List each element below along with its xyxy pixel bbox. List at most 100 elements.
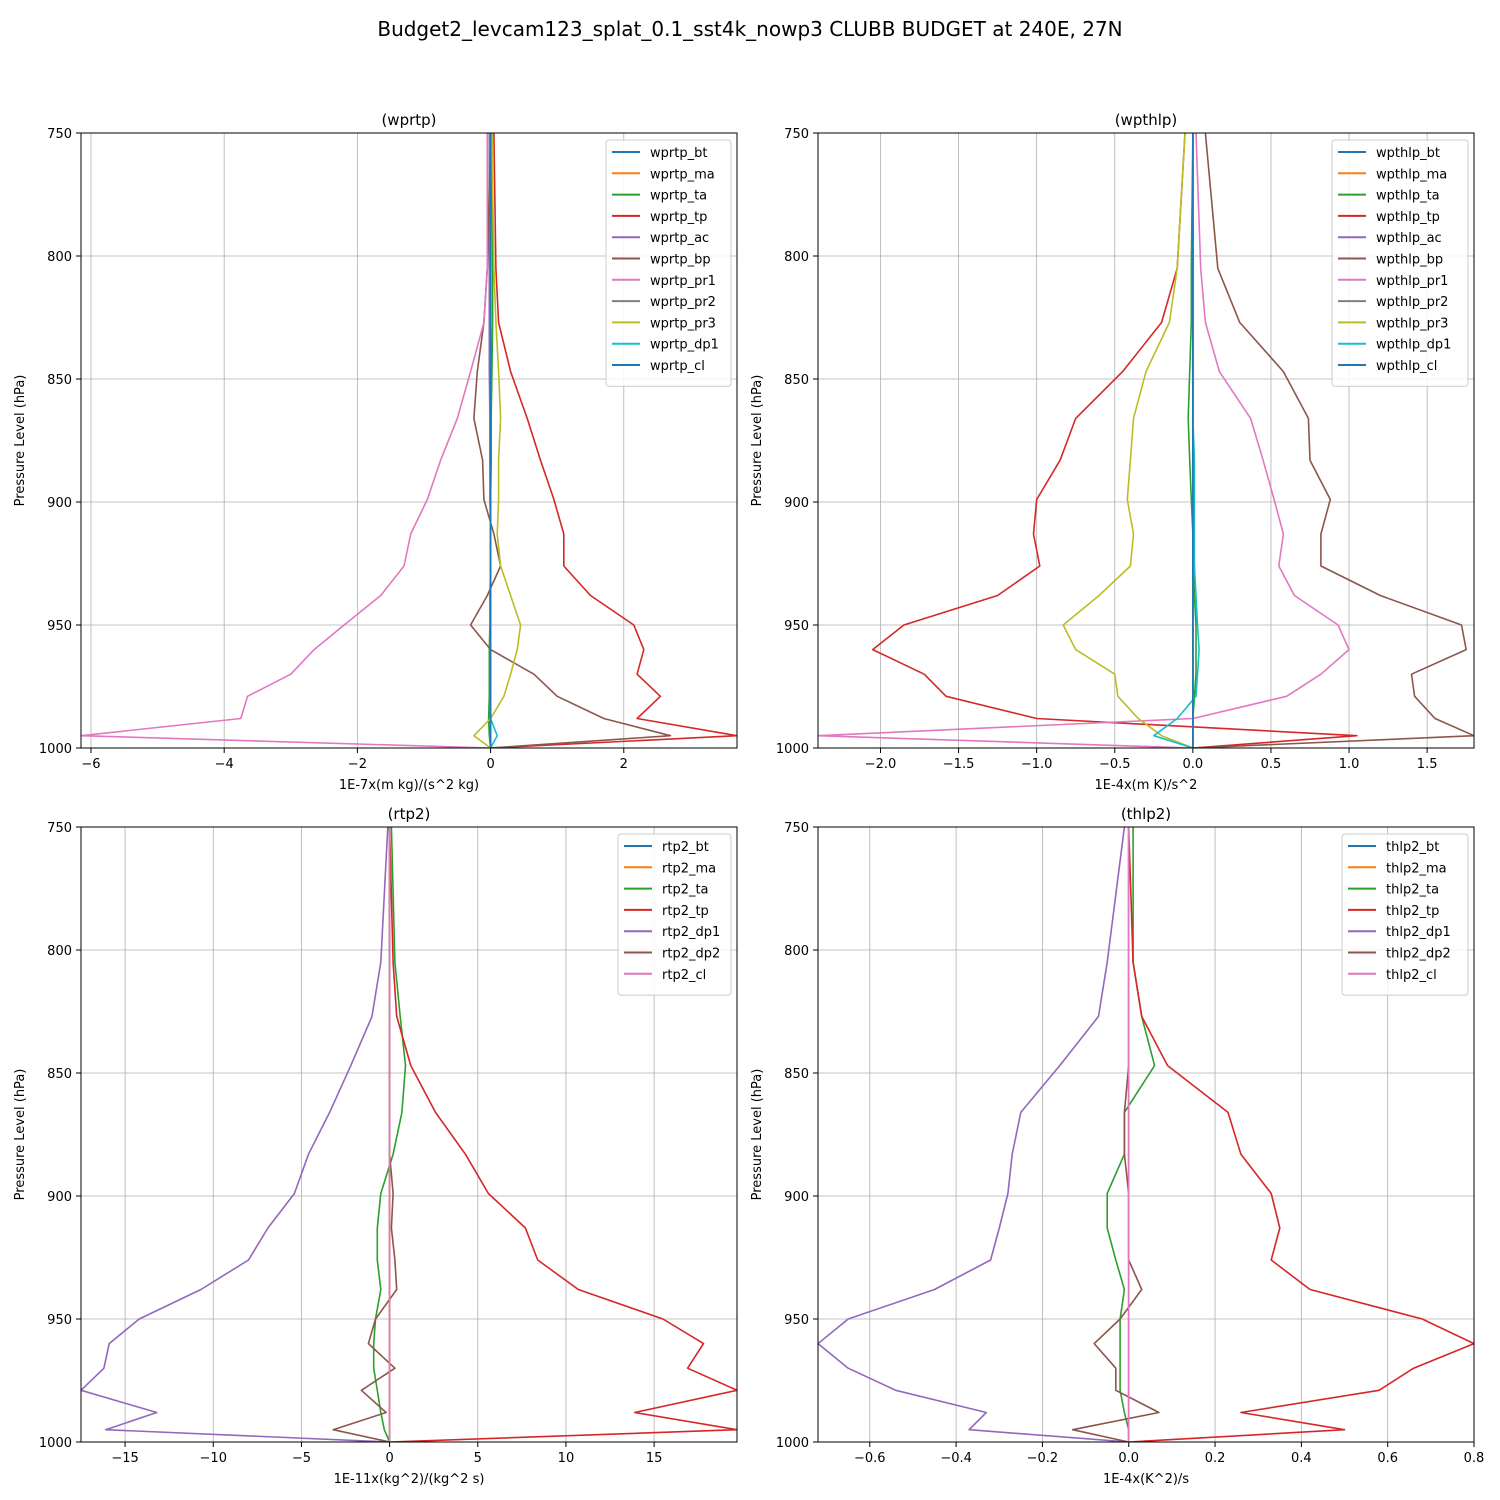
plot-frame xyxy=(80,826,738,1443)
y-tick-label: 900 xyxy=(47,496,72,511)
y-tick-label: 900 xyxy=(784,496,809,511)
series-group xyxy=(81,133,737,748)
series-line-thlp2_dp1 xyxy=(818,827,1129,1442)
y-tick-label: 750 xyxy=(784,127,809,142)
x-tick-label: 15 xyxy=(646,1451,663,1466)
legend-entry: wprtp_ac xyxy=(650,231,709,246)
x-tick-label: −2.0 xyxy=(865,757,897,772)
legend-entry: wpthlp_tp xyxy=(1376,210,1440,225)
series-line-thlp2_tp xyxy=(1127,827,1474,1442)
legend: rtp2_bt rtp2_ma rtp2_ta rtp2_tp rtp2_dp1 rtp2… xyxy=(617,833,732,996)
y-tick-label: 850 xyxy=(47,373,72,388)
legend: wprtp_bt wprtp_ma wprtp_ta wprtp_tp wprtp_ac… xyxy=(605,139,732,387)
legend-entry: wpthlp_pr2 xyxy=(1376,295,1448,310)
y-axis-label: Pressure Level (hPa) xyxy=(750,1069,765,1201)
panel-title: (thlp2) xyxy=(1121,805,1171,823)
legend-entry: thlp2_ma xyxy=(1386,861,1447,876)
legend-frame xyxy=(1341,833,1469,996)
legend-entry: thlp2_tp xyxy=(1386,904,1439,919)
legend-entry: wpthlp_ma xyxy=(1376,167,1447,182)
x-tick-label: 10 xyxy=(558,1451,575,1466)
x-tick-label: 1.0 xyxy=(1339,757,1360,772)
y-tick-label: 1000 xyxy=(776,742,809,757)
series-line-wpthlp_pr1 xyxy=(818,133,1350,748)
y-tick-label: 850 xyxy=(784,373,809,388)
panel-title: (wpthlp) xyxy=(1115,111,1178,129)
panel-title: (wprtp) xyxy=(381,111,436,129)
legend: thlp2_bt thlp2_ma thlp2_ta thlp2_tp thlp2_dp… xyxy=(1341,833,1469,996)
legend-entry: thlp2_ta xyxy=(1386,883,1439,898)
series-group xyxy=(818,827,1474,1442)
x-tick-label: −1.5 xyxy=(943,757,975,772)
y-tick-label: 750 xyxy=(47,821,72,836)
legend-entry: wprtp_ta xyxy=(650,189,707,204)
y-tick-label: 800 xyxy=(784,944,809,959)
x-tick-label: 0.8 xyxy=(1464,1451,1485,1466)
y-tick-label: 900 xyxy=(47,1190,72,1205)
x-tick-label: −10 xyxy=(200,1451,227,1466)
y-tick-label: 800 xyxy=(47,250,72,265)
series-line-rtp2_tp xyxy=(388,827,737,1442)
x-tick-label: 0.2 xyxy=(1205,1451,1226,1466)
x-tick-label: −2 xyxy=(348,757,367,772)
y-tick-label: 900 xyxy=(784,1190,809,1205)
panel-1: −2.0 −1.5 −1.0 −0.5 0.0 0.5 1.0 1.5 750 800 850 900… xyxy=(750,111,1475,793)
y-tick-label: 750 xyxy=(47,127,72,142)
y-axis-label: Pressure Level (hPa) xyxy=(13,375,28,507)
series-line-wprtp_tp xyxy=(490,133,737,748)
plot-frame xyxy=(817,132,1475,749)
legend-entry: wprtp_pr2 xyxy=(650,295,716,310)
panel-3: −0.6 −0.4 −0.2 0.0 0.2 0.4 0.6 0.8 750 800 850 900 9… xyxy=(750,805,1484,1487)
series-line-wprtp_pr3 xyxy=(473,133,522,748)
legend-entry: wprtp_pr3 xyxy=(650,316,716,331)
y-tick-label: 950 xyxy=(47,1313,72,1328)
legend-entry: wpthlp_bp xyxy=(1376,253,1443,268)
figure-title: Budget2_levcam123_splat_0.1_sst4k_nowp3 … xyxy=(377,17,1122,41)
y-tick-label: 750 xyxy=(784,821,809,836)
grid xyxy=(818,132,1474,749)
panels: −6 −4 −2 0 2 750 800 850 900 950 1000 (wprtp) 1E-7x(… xyxy=(13,111,1484,1487)
legend-entry: rtp2_tp xyxy=(662,904,709,919)
x-tick-label: 5 xyxy=(474,1451,482,1466)
series-line-wprtp_pr1 xyxy=(81,133,491,748)
plot-frame xyxy=(817,826,1475,1443)
series-line-thlp2_dp2 xyxy=(1071,827,1160,1442)
series-line-wpthlp_bp xyxy=(1192,133,1474,748)
x-tick-label: −6 xyxy=(81,757,100,772)
legend-entry: thlp2_dp2 xyxy=(1386,947,1451,962)
legend-entry: thlp2_cl xyxy=(1386,968,1437,983)
y-tick-label: 950 xyxy=(784,1313,809,1328)
x-tick-label: −5 xyxy=(292,1451,311,1466)
y-tick-label: 800 xyxy=(47,944,72,959)
legend-entry: thlp2_dp1 xyxy=(1386,925,1451,940)
legend-entry: wprtp_tp xyxy=(650,210,707,225)
legend: wpthlp_bt wpthlp_ma wpthlp_ta wpthlp_tpwpth… xyxy=(1331,139,1469,387)
y-axis-label: Pressure Level (hPa) xyxy=(750,375,765,507)
legend-entry: wprtp_pr1 xyxy=(650,274,716,289)
legend-entry: wpthlp_cl xyxy=(1376,359,1437,374)
x-tick-label: 0 xyxy=(385,1451,393,1466)
series-line-rtp2_dp1 xyxy=(81,827,390,1442)
series-group xyxy=(81,827,737,1442)
legend-entry: wprtp_cl xyxy=(650,359,705,374)
legend-entry: rtp2_ta xyxy=(662,883,709,898)
plot-frame xyxy=(80,132,738,749)
x-tick-label: 0 xyxy=(486,757,494,772)
x-axis-label: 1E-7x(m kg)/(s^2 kg) xyxy=(339,778,479,793)
series-line-wpthlp_tp xyxy=(871,133,1358,748)
x-tick-label: −0.5 xyxy=(1099,757,1131,772)
y-tick-label: 1000 xyxy=(776,1436,809,1451)
x-tick-label: −1.0 xyxy=(1021,757,1053,772)
legend-entry: wprtp_dp1 xyxy=(650,338,719,353)
legend-entry: rtp2_dp1 xyxy=(662,925,720,940)
panel-title: (rtp2) xyxy=(388,805,431,823)
legend-entry: wpthlp_pr1 xyxy=(1376,274,1448,289)
x-tick-label: −0.6 xyxy=(854,1451,886,1466)
series-line-wpthlp_pr3 xyxy=(1062,133,1194,748)
y-tick-label: 800 xyxy=(784,250,809,265)
legend-entry: wprtp_bp xyxy=(650,253,711,268)
x-tick-label: 0.5 xyxy=(1261,757,1282,772)
y-tick-label: 950 xyxy=(47,619,72,634)
legend-entry: rtp2_cl xyxy=(662,968,706,983)
